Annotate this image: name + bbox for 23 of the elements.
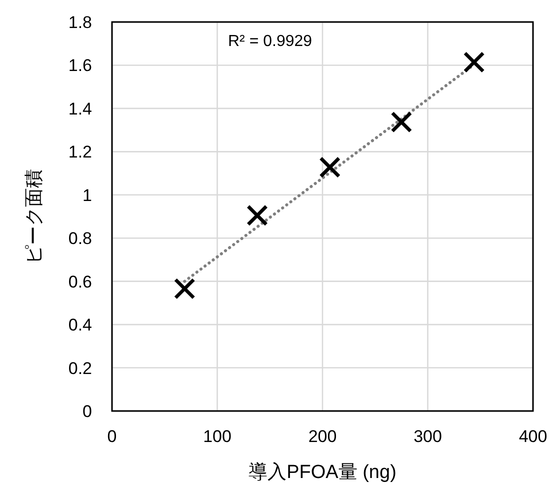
y-tick-label: 0.4 [68, 316, 92, 335]
y-tick-label: 1.8 [68, 13, 92, 32]
y-tick-label: 0.6 [68, 272, 92, 292]
y-tick-label: 0.8 [68, 229, 92, 248]
annotation: R² = 0.9929 [228, 33, 312, 50]
point [390, 111, 412, 133]
point [319, 156, 341, 178]
x-tick-label: 200 [308, 427, 337, 446]
y-axis-title: ピーク面積 [24, 169, 45, 264]
y-tick-label: 1.6 [68, 56, 92, 76]
x-axis-title: 導入PFOA量 (ng) [248, 461, 396, 483]
y-tick-label: 1.4 [68, 99, 92, 118]
x-tick-label: 300 [414, 427, 442, 446]
x-tick-label: 400 [518, 427, 548, 446]
y-tick-label: 0.2 [68, 358, 92, 378]
point [174, 278, 196, 300]
y-tick-label: 0 [82, 402, 92, 421]
y-tick-label: 1 [82, 186, 92, 205]
point [463, 51, 485, 73]
x-tick-label: 100 [203, 427, 232, 446]
point [246, 204, 268, 226]
x-tick-label: 0 [107, 427, 117, 446]
y-tick-label: 1.2 [68, 142, 92, 162]
